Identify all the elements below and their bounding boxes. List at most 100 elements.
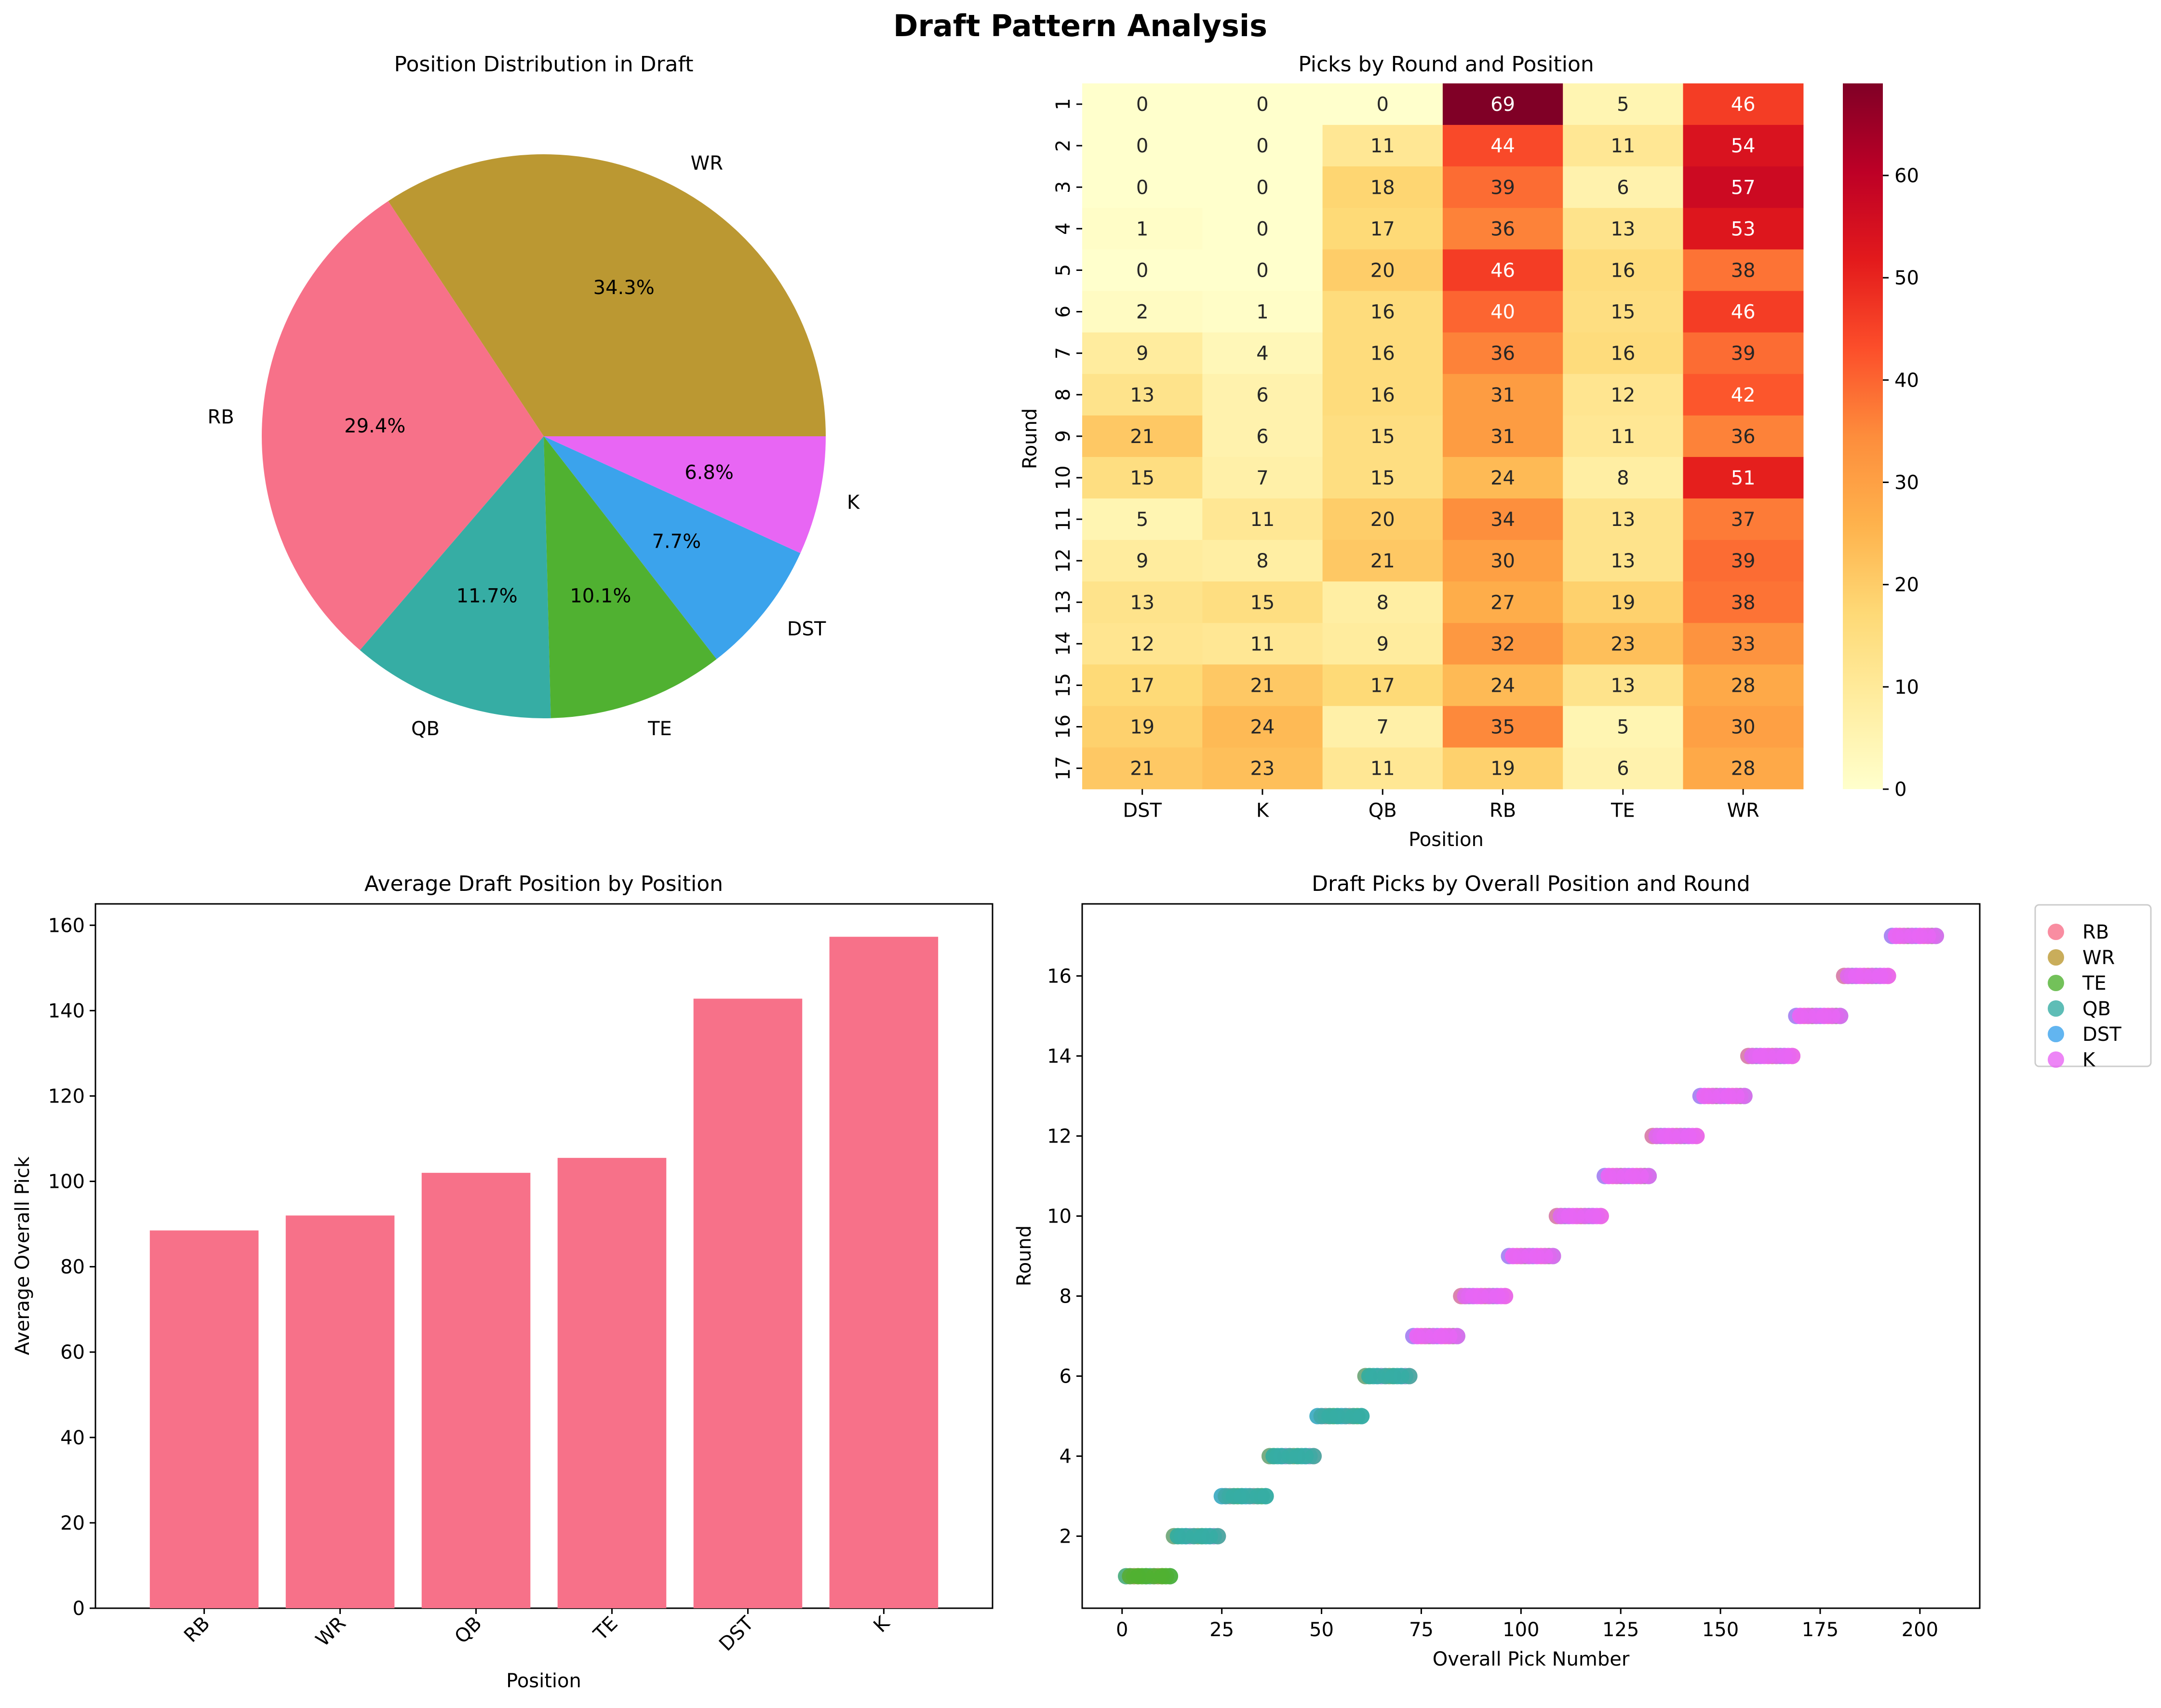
heatmap-cell	[1563, 249, 1684, 292]
scatter-point	[1209, 1528, 1226, 1545]
heatmap-cell	[1202, 415, 1323, 457]
heatmap-cell-value: 23	[1250, 758, 1275, 780]
legend-label-te: TE	[2082, 972, 2107, 995]
heatmap-cell	[1202, 706, 1323, 748]
heatmap-cell	[1683, 498, 1804, 540]
heatmap-cell-value: 9	[1136, 343, 1148, 365]
heatmap-cell-value: 8	[1377, 592, 1389, 614]
scatter-x-tick-label: 200	[1902, 1619, 1938, 1641]
heatmap-cell	[1202, 332, 1323, 375]
heatmap-cell	[1202, 208, 1323, 250]
heatmap-cell	[1563, 208, 1684, 250]
heatmap-cell-value: 17	[1370, 674, 1395, 697]
heatmap-cell-value: 0	[1136, 135, 1148, 157]
heatmap-cell	[1322, 332, 1443, 375]
heatmap-x-tick-label: QB	[1369, 800, 1397, 822]
heatmap-y-tick-label: 1	[1052, 98, 1074, 110]
heatmap-cell	[1202, 581, 1323, 623]
bar-y-tick-label: 100	[48, 1171, 85, 1193]
heatmap-cell-value: 9	[1377, 633, 1389, 655]
heatmap-cell-value: 0	[1256, 176, 1268, 199]
heatmap-cell-value: 8	[1256, 550, 1268, 572]
heatmap-cell-value: 46	[1490, 259, 1515, 282]
heatmap-cell-value: 11	[1611, 426, 1635, 448]
heatmap-y-tick-label: 10	[1052, 465, 1074, 490]
pie-slices	[262, 154, 826, 718]
pie-slice-qb	[360, 436, 551, 718]
pie-labels: WR 34.3% RB 29.4% QB 11.7% TE 10.1% DST 7.7% K 6.8%	[208, 152, 860, 740]
heatmap-cell-value: 16	[1370, 384, 1395, 406]
heatmap-cell-value: 6	[1256, 426, 1268, 448]
heatmap-y-tick-label: 3	[1052, 181, 1074, 193]
heatmap-cell	[1563, 581, 1684, 623]
pie-chart: Position Distribution in Draft WR 34.3% RB…	[208, 52, 860, 740]
heatmap-cell	[1442, 374, 1563, 416]
bar-rb	[149, 1230, 259, 1608]
heatmap-cell-value: 11	[1250, 633, 1275, 655]
bar-y-tick-label: 140	[48, 1000, 85, 1022]
pie-pct-rb: 29.4%	[344, 415, 405, 437]
scatter-xlabel: Overall Pick Number	[1433, 1648, 1630, 1670]
scatter-plot-frame	[1081, 903, 1981, 1609]
heatmap-cell	[1563, 747, 1684, 790]
heatmap-cell	[1322, 664, 1443, 707]
scatter-chart: Draft Picks by Overall Position and Roun…	[1013, 872, 2152, 1670]
heatmap-cell	[1202, 664, 1323, 707]
heatmap-cell-value: 12	[1611, 384, 1635, 406]
scatter-x-ticks: 0 25 50 75 100 125 150 175 200	[1116, 1608, 1938, 1641]
heatmap-cell	[1683, 291, 1804, 333]
heatmap-cell	[1082, 125, 1203, 167]
legend-marker-k	[2048, 1051, 2064, 1068]
heatmap-y-tick-label: 15	[1052, 673, 1074, 698]
heatmap-cell-value: 39	[1490, 176, 1515, 199]
heatmap-y-tick-label: 13	[1052, 590, 1074, 615]
scatter-point	[1449, 1328, 1465, 1345]
heatmap-cell-value: 36	[1490, 343, 1515, 365]
heatmap-cell	[1563, 125, 1684, 167]
heatmap-cell-value: 9	[1136, 550, 1148, 572]
scatter-y-tick-label: 4	[1060, 1446, 1072, 1468]
heatmap-cell-value: 11	[1611, 135, 1635, 157]
heatmap-y-tick-label: 11	[1052, 507, 1074, 532]
figure-title: Draft Pattern Analysis	[893, 8, 1267, 43]
scatter-point	[1497, 1288, 1514, 1305]
bar-y-ticks: 0 20 40 60 80 100 120 140 160	[48, 915, 95, 1620]
bar-y-tick-label: 120	[48, 1085, 85, 1107]
heatmap-cell-value: 24	[1490, 467, 1515, 489]
heatmap-cell-value: 0	[1136, 94, 1148, 116]
heatmap-cell	[1082, 498, 1203, 540]
scatter-point	[1927, 928, 1944, 944]
bar-title: Average Draft Position by Position	[364, 872, 723, 896]
legend-label-rb: RB	[2082, 921, 2109, 943]
heatmap-cell-value: 17	[1370, 218, 1395, 240]
heatmap-cell	[1683, 249, 1804, 292]
heatmap-cell-value: 38	[1731, 592, 1756, 614]
heatmap-cell-value: 8	[1617, 467, 1629, 489]
heatmap-cell	[1202, 623, 1323, 665]
heatmap-cell-value: 32	[1490, 633, 1515, 655]
pie-slice-rb	[262, 201, 544, 650]
heatmap-cell-value: 36	[1490, 218, 1515, 240]
heatmap-cell-value: 37	[1731, 509, 1756, 531]
heatmap-x-tick-label: DST	[1123, 800, 1162, 822]
heatmap-cell	[1683, 332, 1804, 375]
pie-label-dst: DST	[787, 618, 826, 640]
heatmap-cell	[1442, 540, 1563, 582]
heatmap-cell	[1322, 83, 1443, 125]
heatmap-cell-value: 42	[1731, 384, 1756, 406]
bar-y-tick-label: 80	[60, 1256, 85, 1278]
colorbar-tick-label: 60	[1894, 165, 1919, 187]
heatmap-cell-value: 15	[1370, 467, 1395, 489]
heatmap-cell-value: 13	[1611, 218, 1635, 240]
heatmap-cell-value: 19	[1611, 592, 1635, 614]
scatter-x-tick-label: 175	[1802, 1619, 1839, 1641]
heatmap-cell	[1202, 83, 1323, 125]
heatmap-cell	[1082, 457, 1203, 499]
heatmap-cell	[1082, 166, 1203, 208]
heatmap-cell-value: 5	[1617, 94, 1629, 116]
heatmap-cell-value: 19	[1130, 716, 1154, 739]
pie-label-k: K	[847, 491, 860, 513]
heatmap-cell-value: 13	[1611, 550, 1635, 572]
scatter-x-tick-label: 125	[1602, 1619, 1639, 1641]
